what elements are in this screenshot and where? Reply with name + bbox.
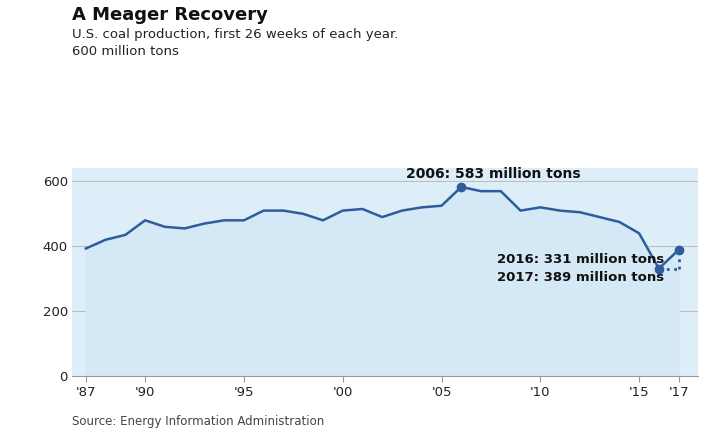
Text: 2016: 331 million tons: 2016: 331 million tons: [497, 253, 664, 266]
Text: 600 million tons: 600 million tons: [72, 45, 179, 58]
Text: Source: Energy Information Administration: Source: Energy Information Administratio…: [72, 415, 324, 428]
Text: 2017: 389 million tons: 2017: 389 million tons: [497, 271, 664, 284]
Text: A Meager Recovery: A Meager Recovery: [72, 6, 268, 25]
Text: 2006: 583 million tons: 2006: 583 million tons: [406, 167, 580, 181]
Text: U.S. coal production, first 26 weeks of each year.: U.S. coal production, first 26 weeks of …: [72, 28, 398, 41]
